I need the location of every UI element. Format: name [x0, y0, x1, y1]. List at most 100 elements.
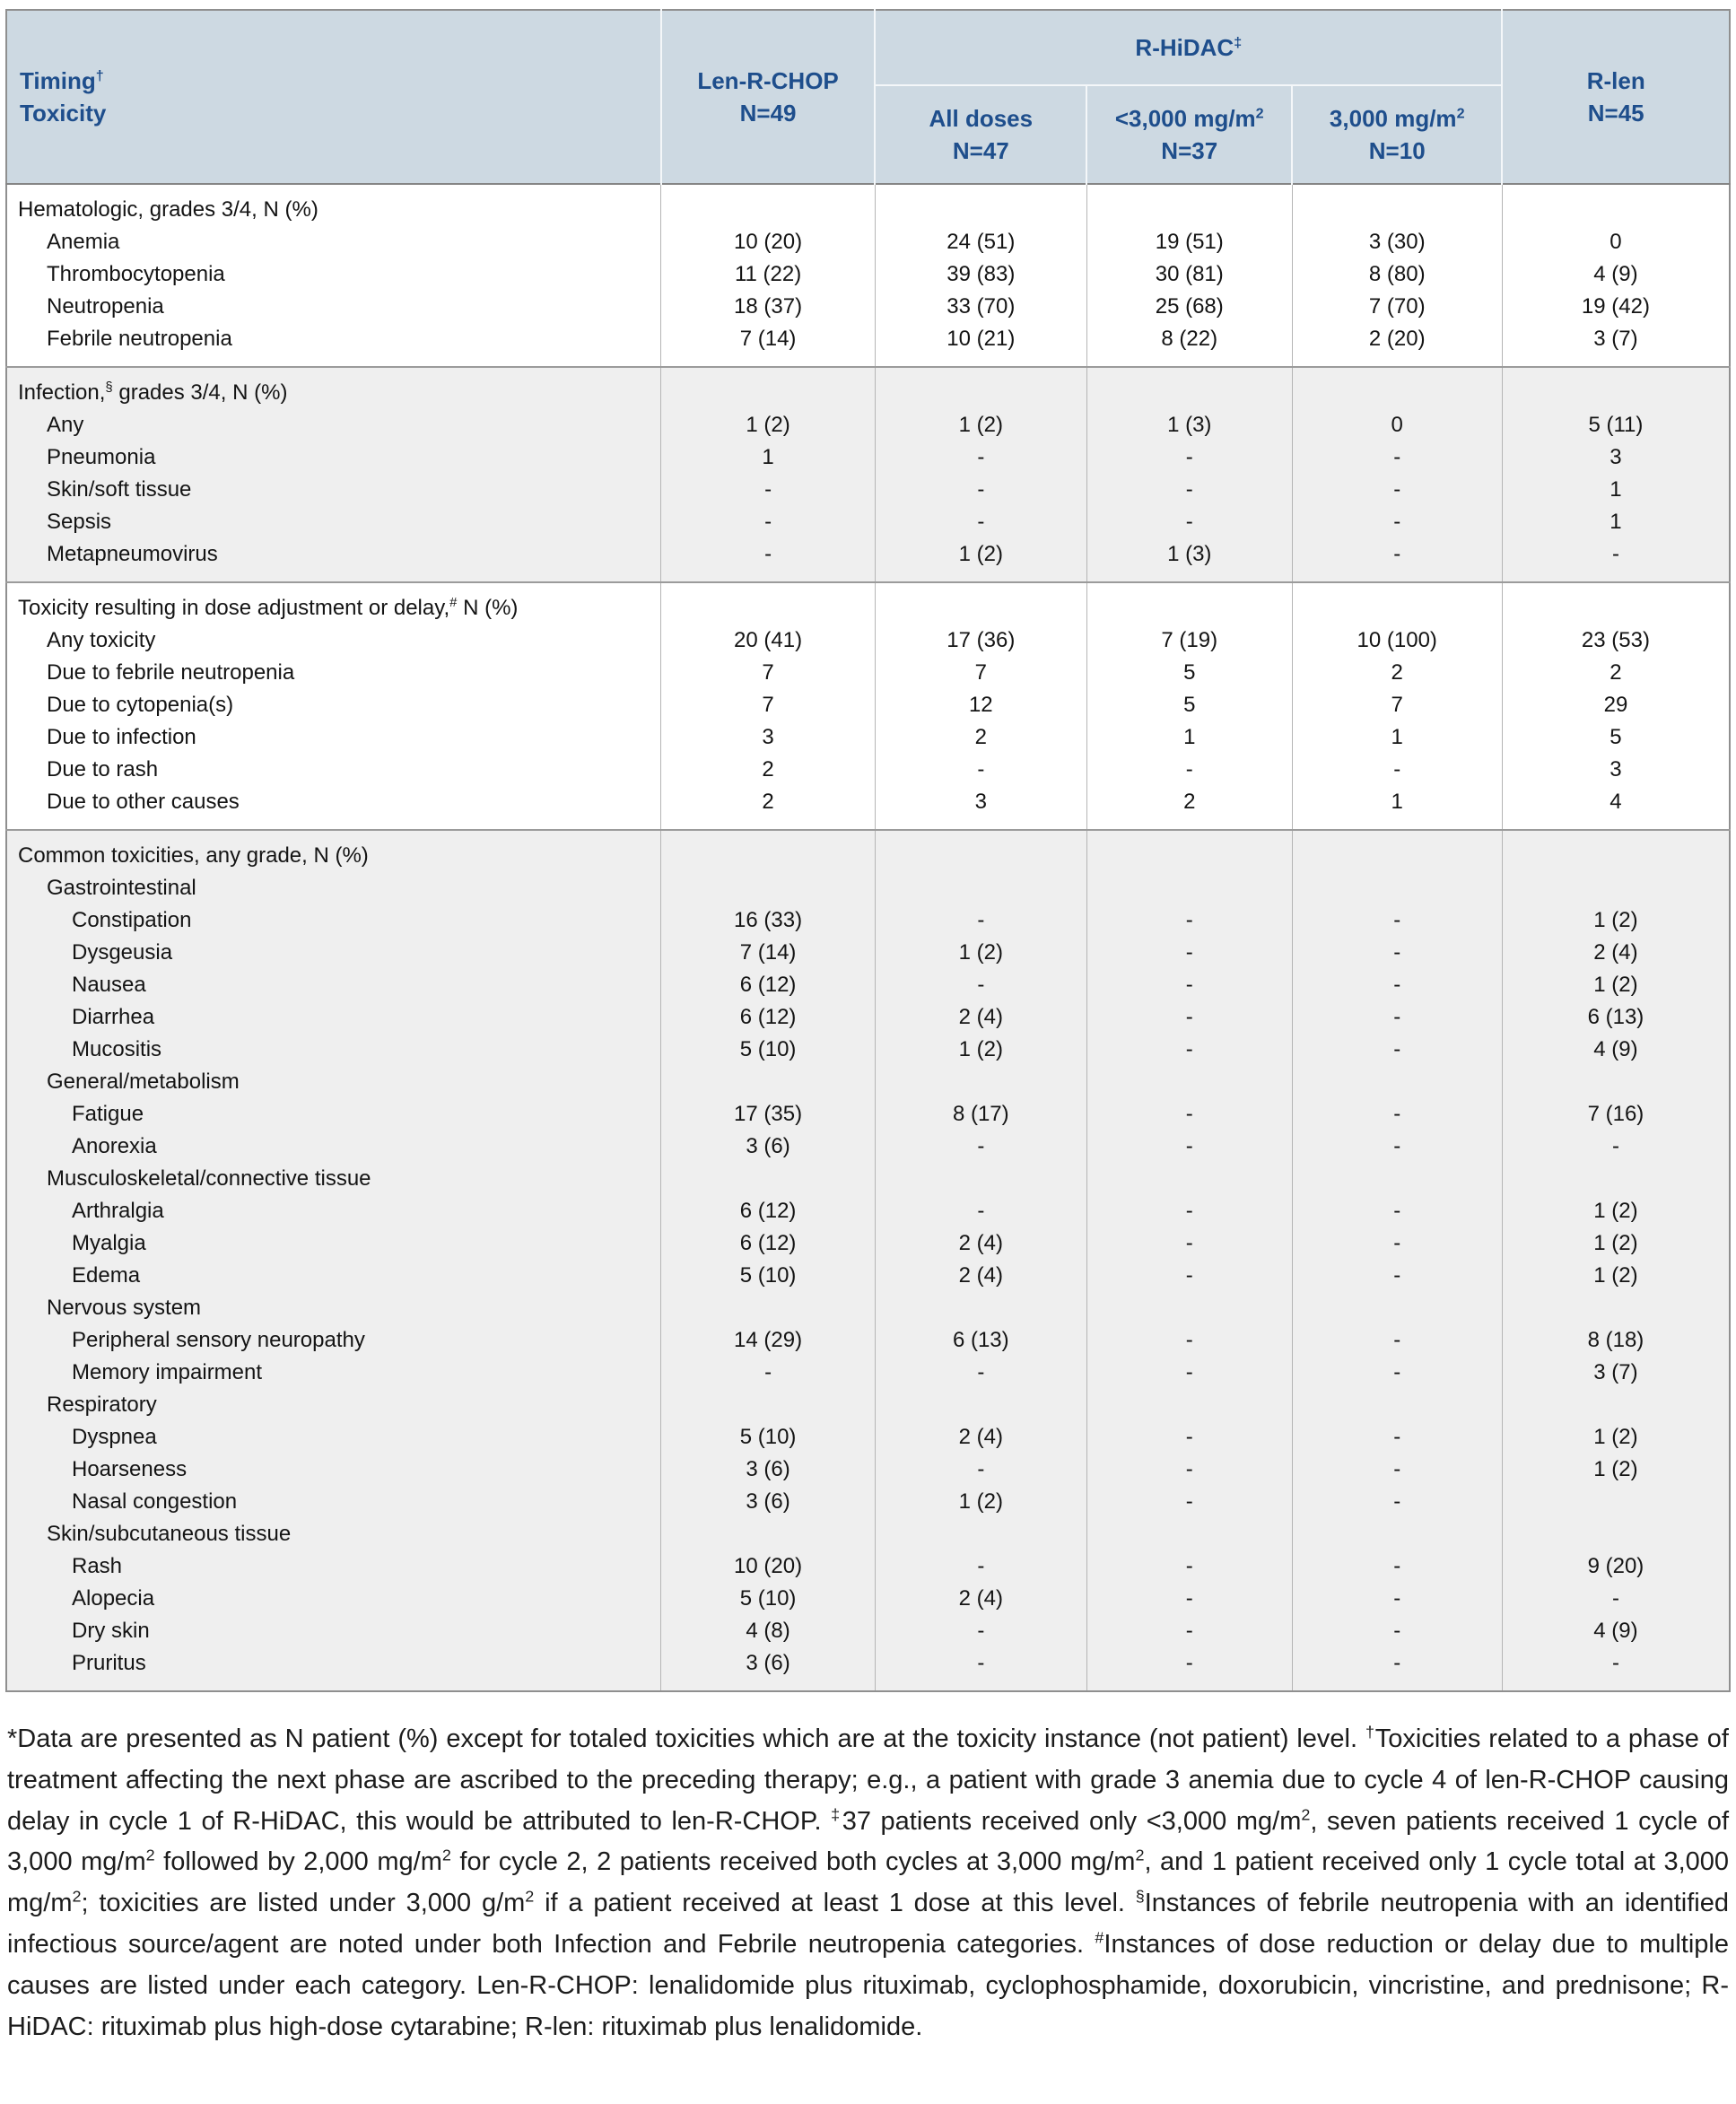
- row-label: Dyspnea: [72, 1425, 157, 1449]
- subcategory-label: Respiratory: [47, 1392, 157, 1417]
- row-label: Anemia: [47, 230, 120, 254]
- row-label: Fatigue: [72, 1102, 144, 1126]
- table-row: Respiratory: [6, 1389, 1730, 1421]
- value-cell: [874, 1066, 1087, 1098]
- value-cell: -: [874, 969, 1087, 1001]
- value-cell: -: [1086, 1615, 1293, 1647]
- value-cell: 4 (9): [1501, 1034, 1730, 1066]
- lt-3000-n: N=37: [1161, 136, 1218, 164]
- table-row: Peripheral sensory neuropathy 14 (29) 6 (1…: [6, 1324, 1730, 1357]
- r-len-label: R-len: [1586, 67, 1645, 94]
- value-cell: 10 (20): [660, 226, 876, 258]
- value-cell: [1501, 582, 1730, 624]
- footnote-superscript: 2: [1301, 1804, 1311, 1823]
- value-cell: 10 (20): [660, 1550, 876, 1583]
- value-cell: 1 (2): [874, 1486, 1087, 1518]
- value-cell: -: [660, 1357, 876, 1389]
- table-row: Alopecia 5 (10) 2 (4) - - -: [6, 1583, 1730, 1615]
- row-label: Dysgeusia: [72, 940, 173, 965]
- value-cell: 1 (2): [1501, 1227, 1730, 1260]
- value-cell: [874, 1163, 1087, 1195]
- value-cell: -: [1291, 1486, 1503, 1518]
- row-label: Any: [47, 413, 84, 437]
- value-cell: -: [1086, 506, 1293, 538]
- header-row-2: All doses N=47 <3,000 mg/m2 N=37 3,000 m…: [6, 85, 1730, 184]
- value-cell: 1: [1501, 506, 1730, 538]
- value-cell: 2 (4): [1501, 937, 1730, 969]
- table-row: Anemia 10 (20) 24 (51) 19 (51) 3 (30) 0: [6, 226, 1730, 258]
- value-cell: 5 (10): [660, 1260, 876, 1292]
- value-cell: 5 (11): [1501, 409, 1730, 441]
- value-cell: 5 (10): [660, 1034, 876, 1066]
- row-label: Due to other causes: [47, 790, 240, 814]
- table-row: Nasal congestion 3 (6) 1 (2) - -: [6, 1486, 1730, 1518]
- value-cell: 1: [1291, 786, 1503, 830]
- table-row: Pruritus 3 (6) - - - -: [6, 1647, 1730, 1691]
- value-cell: 7 (14): [660, 323, 876, 367]
- value-cell: -: [1086, 1195, 1293, 1227]
- value-cell: [1501, 1292, 1730, 1324]
- section-title-row: Infection,§ grades 3/4, N (%): [6, 367, 1730, 409]
- row-label: Arthralgia: [72, 1199, 164, 1223]
- table-row: Thrombocytopenia 11 (22) 39 (83) 30 (81) 8 (…: [6, 258, 1730, 291]
- value-cell: 1: [1291, 721, 1503, 754]
- row-label: Constipation: [72, 908, 192, 932]
- value-cell: -: [874, 1195, 1087, 1227]
- section-title: Infection,§ grades 3/4, N (%): [18, 380, 288, 405]
- section-0: Hematologic, grades 3/4, N (%) Anemia 10 (…: [6, 184, 1730, 367]
- value-cell: [1291, 872, 1503, 904]
- table-row: Metapneumovirus -1 (2) 1 (3) - -: [6, 538, 1730, 582]
- row-label: Pruritus: [72, 1651, 146, 1675]
- row-label: Anorexia: [72, 1134, 157, 1158]
- r-hidac-superscript: ‡: [1234, 34, 1243, 51]
- value-cell: -: [1086, 1647, 1293, 1691]
- value-cell: -: [1291, 1550, 1503, 1583]
- value-cell: -: [1291, 1260, 1503, 1292]
- value-cell: -: [1501, 538, 1730, 582]
- value-cell: [1501, 367, 1730, 409]
- value-cell: 24 (51): [874, 226, 1087, 258]
- row-label: Rash: [72, 1554, 123, 1578]
- value-cell: 18 (37): [660, 291, 876, 323]
- column-header-3000: 3,000 mg/m2 N=10: [1291, 85, 1503, 184]
- value-cell: [1086, 872, 1293, 904]
- value-cell: [874, 830, 1087, 872]
- value-cell: [1086, 1066, 1293, 1098]
- footnote-superscript: #: [1095, 1928, 1104, 1947]
- value-cell: -: [874, 904, 1087, 937]
- value-cell: [1086, 367, 1293, 409]
- value-cell: 2: [1086, 786, 1293, 830]
- value-cell: 17 (36): [874, 624, 1087, 657]
- value-cell: 3 (6): [660, 1486, 876, 1518]
- row-label: Due to rash: [47, 757, 159, 781]
- value-cell: [1501, 872, 1730, 904]
- value-cell: 2: [874, 721, 1087, 754]
- value-cell: 5 (10): [660, 1583, 876, 1615]
- value-cell: -: [1291, 1227, 1503, 1260]
- value-cell: -: [1086, 1486, 1293, 1518]
- value-cell: -: [874, 506, 1087, 538]
- value-cell: 2: [660, 754, 876, 786]
- value-cell: -: [1086, 754, 1293, 786]
- value-cell: 5: [1086, 657, 1293, 689]
- value-cell: -: [1086, 1034, 1293, 1066]
- footnote-superscript: 2: [145, 1846, 155, 1864]
- value-cell: 0: [1291, 409, 1503, 441]
- value-cell: [874, 1518, 1087, 1550]
- value-cell: -: [1291, 1195, 1503, 1227]
- value-cell: [1086, 1389, 1293, 1421]
- table-row: Constipation 16 (33) - - -1 (2): [6, 904, 1730, 937]
- table-row: Skin/subcutaneous tissue: [6, 1518, 1730, 1550]
- value-cell: 2 (4): [874, 1227, 1087, 1260]
- row-label: Nausea: [72, 973, 146, 997]
- row-label: Thrombocytopenia: [47, 262, 225, 286]
- row-label: Edema: [72, 1263, 141, 1288]
- value-cell: 3 (6): [660, 1454, 876, 1486]
- value-cell: -: [874, 1357, 1087, 1389]
- value-cell: 30 (81): [1086, 258, 1293, 291]
- table-row: Dry skin 4 (8) - - -4 (9): [6, 1615, 1730, 1647]
- value-cell: 7: [660, 689, 876, 721]
- value-cell: 3 (6): [660, 1131, 876, 1163]
- value-cell: [1291, 1518, 1503, 1550]
- table-row: Sepsis - - - -1: [6, 506, 1730, 538]
